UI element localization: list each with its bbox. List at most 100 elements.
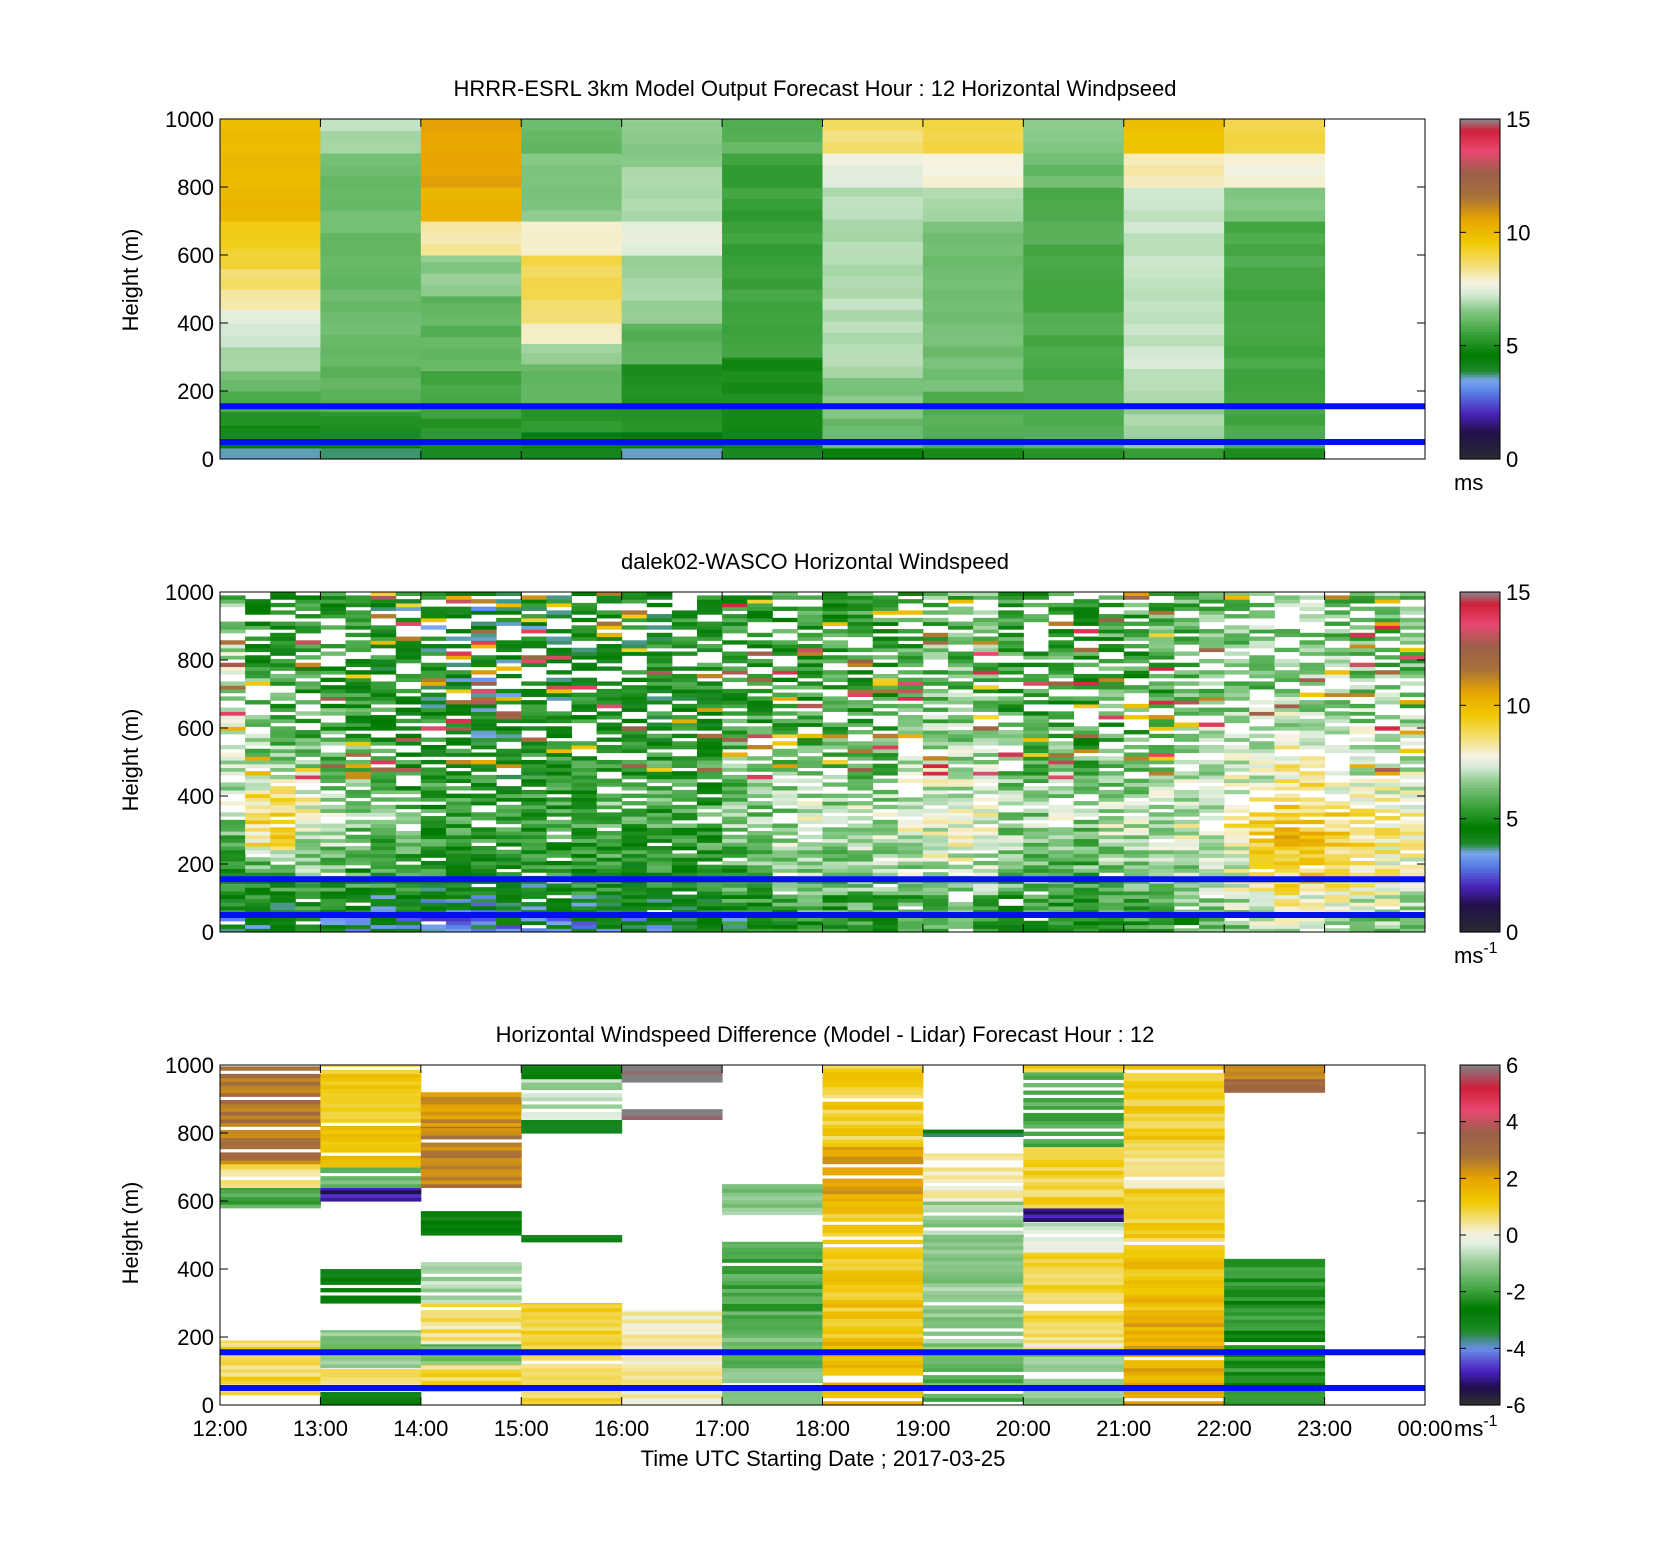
heatmap-cell bbox=[747, 905, 773, 911]
heatmap-cell bbox=[546, 834, 572, 840]
heatmap-cell bbox=[471, 857, 497, 862]
heatmap-cell bbox=[521, 707, 547, 712]
heatmap-cell bbox=[1349, 647, 1376, 653]
heatmap-cell bbox=[797, 715, 823, 720]
heatmap-cell bbox=[922, 782, 949, 787]
colorbar-segment bbox=[1460, 1158, 1500, 1162]
heatmap-cell bbox=[420, 890, 447, 896]
heatmap-cell bbox=[1224, 745, 1250, 750]
heatmap-cell bbox=[671, 887, 698, 892]
heatmap-cell bbox=[1023, 831, 1049, 836]
heatmap-cell bbox=[1199, 696, 1225, 701]
heatmap-cell bbox=[370, 902, 397, 907]
heatmap-cell bbox=[1123, 1192, 1225, 1197]
heatmap-cell bbox=[1098, 756, 1125, 761]
heatmap-cell bbox=[1023, 1288, 1125, 1293]
colorbar-segment bbox=[1460, 1065, 1500, 1069]
heatmap-cell bbox=[1073, 928, 1100, 933]
heatmap-cell bbox=[722, 625, 748, 630]
x-tick-label: 21:00 bbox=[1096, 1416, 1151, 1441]
heatmap-cell bbox=[1374, 647, 1401, 653]
colorbar-segment bbox=[1460, 1373, 1500, 1378]
heatmap-cell bbox=[420, 1216, 522, 1221]
heatmap-cell bbox=[370, 726, 397, 731]
heatmap-cell bbox=[797, 890, 823, 896]
heatmap-cell bbox=[998, 722, 1024, 727]
heatmap-cell bbox=[220, 347, 321, 360]
heatmap-cell bbox=[320, 1295, 422, 1300]
heatmap-cell bbox=[922, 1249, 1024, 1254]
heatmap-cell bbox=[621, 696, 648, 701]
colorbar-segment bbox=[1460, 1167, 1500, 1171]
heatmap-cell bbox=[220, 309, 321, 313]
colorbar-segment bbox=[1460, 164, 1500, 168]
heatmap-cell bbox=[395, 617, 422, 623]
heatmap-cell bbox=[270, 658, 296, 664]
heatmap-cell bbox=[973, 715, 999, 720]
heatmap-cell bbox=[1399, 905, 1426, 911]
heatmap-cell bbox=[546, 614, 572, 619]
heatmap-cell bbox=[1023, 748, 1049, 754]
heatmap-cell bbox=[646, 681, 673, 686]
colorbar-segment bbox=[1460, 784, 1500, 789]
heatmap-cell bbox=[596, 902, 623, 907]
heatmap-cell bbox=[747, 849, 773, 855]
heatmap-cell bbox=[646, 804, 673, 810]
heatmap-cell bbox=[1173, 845, 1200, 851]
heatmap-cell bbox=[847, 707, 874, 712]
heatmap-cell bbox=[822, 230, 924, 243]
heatmap-cell bbox=[320, 868, 347, 873]
heatmap-cell bbox=[420, 902, 447, 907]
heatmap-cell bbox=[471, 786, 497, 791]
heatmap-cell bbox=[646, 741, 673, 746]
heatmap-cell bbox=[948, 666, 974, 671]
heatmap-cell bbox=[948, 823, 974, 828]
colorbar-segment bbox=[1460, 1246, 1500, 1250]
heatmap-cell bbox=[922, 1186, 1024, 1191]
heatmap-cell bbox=[521, 187, 623, 199]
heatmap-cell bbox=[822, 924, 849, 929]
heatmap-cell bbox=[320, 1288, 422, 1293]
heatmap-cell bbox=[998, 789, 1024, 795]
heatmap-cell bbox=[1173, 711, 1200, 716]
heatmap-cell bbox=[1374, 920, 1401, 926]
colorbar-segment bbox=[1460, 915, 1500, 919]
heatmap-cell bbox=[1224, 662, 1250, 668]
heatmap-cell bbox=[847, 670, 874, 675]
heatmap-cell bbox=[922, 700, 949, 705]
colorbar-segment bbox=[1460, 1371, 1500, 1375]
heatmap-cell bbox=[320, 1168, 422, 1174]
heatmap-cell bbox=[646, 845, 673, 851]
heatmap-cell bbox=[897, 759, 924, 765]
heatmap-cell bbox=[722, 599, 748, 604]
heatmap-cell bbox=[922, 864, 949, 870]
heatmap-cell bbox=[1299, 644, 1326, 649]
heatmap-cell bbox=[797, 636, 823, 641]
heatmap-cell bbox=[1374, 610, 1401, 615]
colorbar-segment bbox=[1460, 906, 1500, 910]
heatmap-cell bbox=[973, 752, 999, 757]
heatmap-cell bbox=[496, 726, 522, 731]
heatmap-cell bbox=[621, 741, 648, 746]
heatmap-cell bbox=[922, 763, 949, 769]
heatmap-cell bbox=[420, 1303, 522, 1307]
heatmap-cell bbox=[320, 887, 347, 892]
heatmap-cell bbox=[973, 595, 999, 600]
heatmap-cell bbox=[521, 1371, 623, 1376]
heatmap-cell bbox=[270, 621, 296, 626]
heatmap-cell bbox=[1224, 187, 1326, 199]
heatmap-cell bbox=[621, 1330, 723, 1335]
heatmap-cell bbox=[420, 681, 447, 686]
heatmap-cell bbox=[696, 756, 723, 761]
heatmap-cell bbox=[621, 1375, 723, 1380]
heatmap-cell bbox=[822, 252, 924, 265]
heatmap-cell bbox=[722, 614, 748, 619]
heatmap-cell bbox=[1199, 636, 1225, 641]
heatmap-cell bbox=[1224, 733, 1250, 739]
heatmap-cell bbox=[546, 917, 572, 922]
heatmap-cell bbox=[1349, 673, 1376, 679]
heatmap-cell bbox=[822, 890, 849, 896]
heatmap-cell bbox=[496, 711, 522, 716]
heatmap-cell bbox=[1324, 928, 1351, 933]
colorbar-segment bbox=[1460, 1138, 1500, 1143]
